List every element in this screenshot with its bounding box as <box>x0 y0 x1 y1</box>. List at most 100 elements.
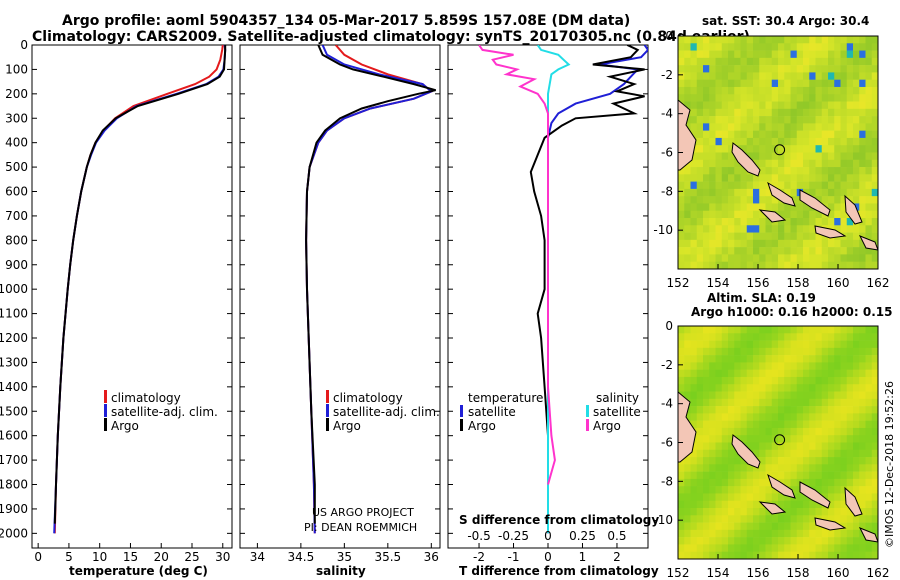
series-line-argo <box>53 45 227 524</box>
heatmap-cell <box>796 471 804 480</box>
heatmap-cell <box>784 537 791 545</box>
heatmap-cell <box>728 167 735 175</box>
heatmap-cell <box>803 167 810 175</box>
series-line-salinity-satellite <box>536 45 571 534</box>
heatmap-cell <box>771 65 779 73</box>
heatmap-cell <box>678 254 685 262</box>
heatmap-cell <box>853 420 860 429</box>
heatmap-cell <box>771 116 779 124</box>
heatmap-cell <box>840 145 848 153</box>
heatmap-cell <box>853 123 860 131</box>
heatmap-cell <box>690 449 698 458</box>
heatmap-cell <box>871 326 878 334</box>
heatmap-cell <box>821 457 829 465</box>
heatmap-cell <box>759 449 766 458</box>
heatmap-cell <box>803 493 810 502</box>
heatmap-cell <box>684 203 691 212</box>
heatmap-cell <box>803 449 810 458</box>
heatmap-cell <box>753 210 760 219</box>
heatmap-cell <box>690 369 698 378</box>
heatmap-cell <box>721 94 729 102</box>
heatmap-cell <box>753 79 760 88</box>
land-choiseul <box>767 473 796 499</box>
heatmap-cell <box>759 50 766 59</box>
heatmap-cell <box>678 203 685 212</box>
depth-tick-label: 600 <box>5 185 28 199</box>
heatmap-cell <box>759 529 766 538</box>
heatmap-cell <box>696 486 704 494</box>
heatmap-cell <box>796 203 804 212</box>
heatmap-cell <box>746 362 754 370</box>
heatmap-cell <box>715 65 723 73</box>
heatmap-cell <box>684 537 691 545</box>
heatmap-cell <box>803 384 810 392</box>
heatmap-cell <box>703 537 710 545</box>
heatmap-cell <box>771 167 779 175</box>
heatmap-cell <box>703 232 710 241</box>
heatmap-cell <box>684 544 691 552</box>
heatmap-cell <box>721 413 729 421</box>
heatmap-cell <box>809 159 816 168</box>
salinity-lines <box>305 45 436 534</box>
heatmap-cell <box>790 522 798 531</box>
heatmap-cell <box>703 515 710 523</box>
heatmap-cell <box>684 50 691 59</box>
heatmap-cell <box>790 398 798 407</box>
x-tick-label: 35 <box>337 550 352 564</box>
depth-tick-label: 400 <box>5 136 28 150</box>
heatmap-cell <box>771 159 779 168</box>
heatmap-cell <box>859 79 866 88</box>
heatmap-cell <box>753 65 760 73</box>
heatmap-cell <box>859 449 866 458</box>
heatmap-cell <box>871 464 878 472</box>
heatmap-cell <box>871 384 878 392</box>
heatmap-cell <box>728 413 735 421</box>
heatmap-cell <box>790 254 798 262</box>
heatmap-cell <box>746 210 754 219</box>
heatmap-cell <box>871 79 878 88</box>
heatmap-cell <box>740 391 748 400</box>
heatmap-cell <box>684 362 691 370</box>
heatmap-cell <box>715 57 723 66</box>
heatmap-cell <box>753 181 760 190</box>
heatmap-cell <box>796 551 804 559</box>
heatmap-cell <box>740 347 748 356</box>
heatmap-cell <box>871 355 878 363</box>
heatmap-cell <box>784 130 791 139</box>
heatmap-cell <box>828 333 835 341</box>
heatmap-cell <box>865 43 873 51</box>
heatmap-cell <box>721 72 729 80</box>
heatmap-cell <box>715 261 723 269</box>
heatmap-cell <box>771 57 779 66</box>
heatmap-cell <box>740 101 748 110</box>
heatmap-cell <box>840 493 848 502</box>
heatmap-cell <box>721 493 729 502</box>
heatmap-cell <box>834 544 841 552</box>
heatmap-cell <box>815 261 823 269</box>
heatmap-cell <box>690 464 698 472</box>
heatmap-cell <box>684 326 691 334</box>
heatmap-cell <box>834 43 841 51</box>
heatmap-cell <box>696 50 704 59</box>
heatmap-cell <box>840 333 848 341</box>
heatmap-cell <box>715 529 723 538</box>
heatmap-cell <box>715 486 723 494</box>
heatmap-cell <box>828 86 835 95</box>
heatmap-cell <box>715 457 723 465</box>
heatmap-cell <box>865 72 873 80</box>
heatmap-cell <box>678 369 685 378</box>
sla-map-title-1: Altim. SLA: 0.19 <box>707 291 816 305</box>
heatmap-cell <box>853 471 860 480</box>
heatmap-cell <box>746 355 754 363</box>
heatmap-cell <box>734 50 741 59</box>
heatmap-cell <box>809 471 816 480</box>
depth-tick-label: 500 <box>5 160 28 174</box>
heatmap-cell <box>778 159 785 168</box>
heatmap-cell <box>728 406 735 414</box>
heatmap-cell <box>703 174 710 182</box>
heatmap-cell <box>803 57 810 66</box>
heatmap-cell <box>784 464 791 472</box>
heatmap-cell <box>784 355 791 363</box>
heatmap-cell <box>678 376 685 385</box>
heatmap-cell <box>815 442 823 451</box>
